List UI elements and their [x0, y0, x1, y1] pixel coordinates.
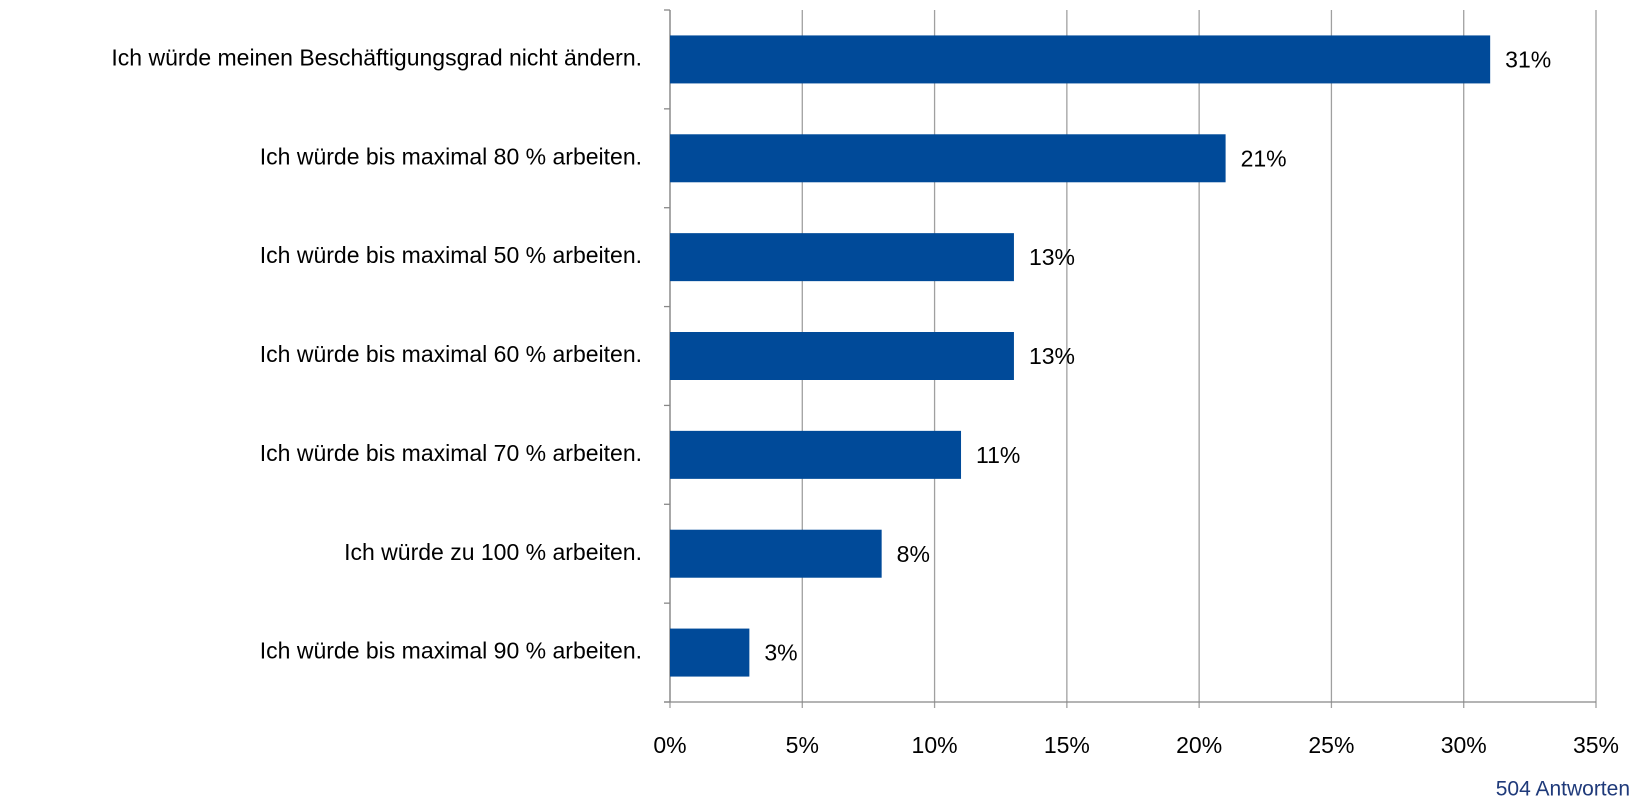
- y-tick-label: Ich würde bis maximal 80 % arbeiten.: [260, 143, 642, 169]
- x-tick-label: 20%: [1176, 732, 1222, 758]
- bar: [670, 628, 750, 677]
- value-label: 21%: [1241, 145, 1287, 171]
- x-tick-label: 15%: [1044, 732, 1090, 758]
- x-tick-label: 5%: [786, 732, 819, 758]
- y-tick-label: Ich würde meinen Beschäftigungsgrad nich…: [111, 45, 642, 71]
- bar: [670, 134, 1226, 183]
- y-tick-label: Ich würde zu 100 % arbeiten.: [344, 539, 642, 565]
- value-label: 8%: [897, 541, 930, 567]
- y-tick-label: Ich würde bis maximal 50 % arbeiten.: [260, 242, 642, 268]
- x-tick-label: 35%: [1573, 732, 1619, 758]
- value-label: 13%: [1029, 343, 1075, 369]
- value-label: 3%: [764, 640, 797, 666]
- bar: [670, 35, 1491, 84]
- bar: [670, 529, 882, 578]
- value-label: 31%: [1505, 47, 1551, 73]
- x-tick-label: 0%: [653, 732, 686, 758]
- x-tick-label: 10%: [912, 732, 958, 758]
- bar: [670, 332, 1014, 380]
- footnote: 504 Antworten: [1496, 778, 1630, 801]
- x-tick-label: 30%: [1441, 732, 1487, 758]
- value-label: 13%: [1029, 244, 1075, 270]
- y-tick-label: Ich würde bis maximal 60 % arbeiten.: [260, 341, 642, 367]
- bar: [670, 233, 1014, 282]
- bar: [670, 430, 962, 479]
- x-tick-label: 25%: [1308, 732, 1354, 758]
- y-tick-label: Ich würde bis maximal 90 % arbeiten.: [260, 638, 642, 664]
- y-tick-label: Ich würde bis maximal 70 % arbeiten.: [260, 440, 642, 466]
- value-label: 11%: [976, 442, 1020, 468]
